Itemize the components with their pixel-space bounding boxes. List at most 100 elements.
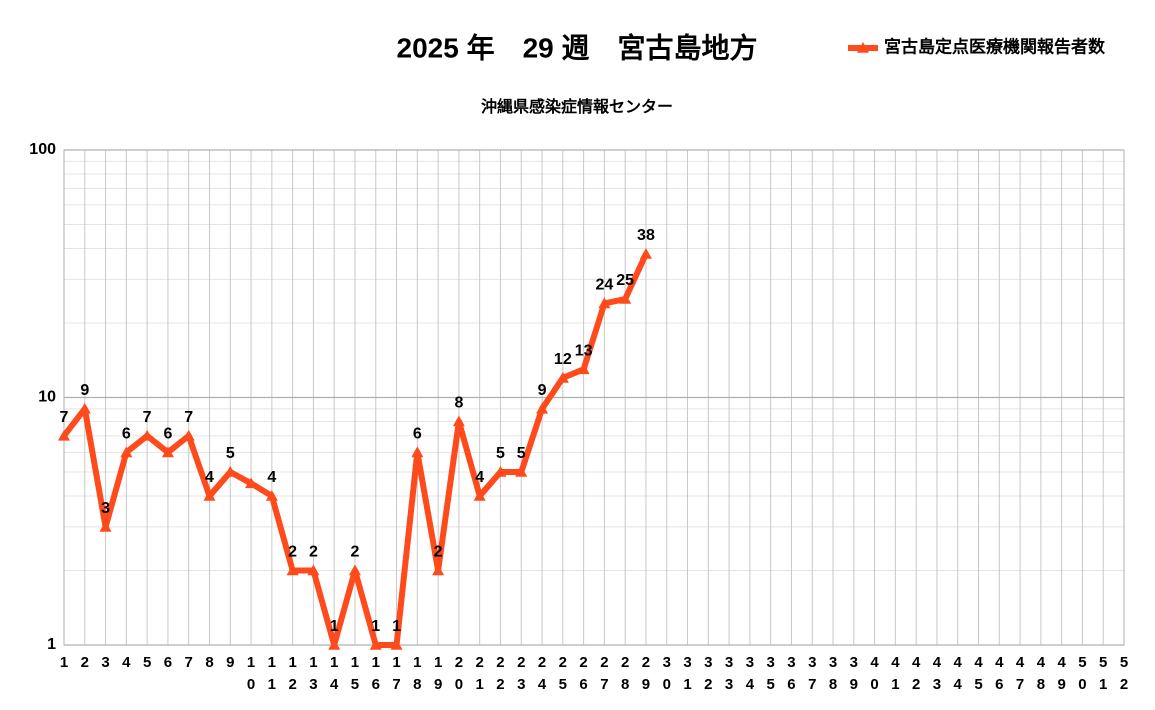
data-point xyxy=(536,402,549,414)
data-point xyxy=(286,564,299,576)
data-point xyxy=(328,639,341,650)
data-label: 2 xyxy=(288,544,297,561)
data-point xyxy=(598,297,611,309)
data-label: 1 xyxy=(330,618,339,635)
data-point xyxy=(58,429,70,441)
data-label: 13 xyxy=(575,343,593,360)
data-point xyxy=(120,446,133,458)
data-point xyxy=(390,639,403,650)
data-point xyxy=(577,363,590,375)
data-point xyxy=(182,429,195,441)
data-label: 12 xyxy=(554,351,572,368)
data-label: 9 xyxy=(538,382,547,399)
data-label: 4 xyxy=(205,469,214,486)
x-tick-label: 4 xyxy=(122,654,131,671)
data-label: 2 xyxy=(309,544,318,561)
data-label: 3 xyxy=(101,500,110,517)
data-point xyxy=(556,371,569,383)
data-label: 25 xyxy=(616,272,634,289)
data-label: 6 xyxy=(413,426,422,443)
data-point xyxy=(161,446,174,458)
data-label: 4 xyxy=(475,469,484,486)
data-point xyxy=(494,466,507,477)
data-point xyxy=(432,564,445,576)
legend-label: 宮古島定点医療機関報告者数 xyxy=(884,36,1106,56)
x-tick-label: 5 xyxy=(143,654,151,671)
data-point xyxy=(245,477,258,489)
data-point xyxy=(452,415,465,427)
data-label: 7 xyxy=(143,409,152,426)
data-label: 24 xyxy=(595,277,613,294)
plot-frame xyxy=(63,149,1125,646)
data-label: 5 xyxy=(226,445,235,462)
data-point xyxy=(515,466,528,477)
y-tick-label: 10 xyxy=(38,389,56,406)
x-tick-label: 2 xyxy=(81,654,89,671)
data-label: 1 xyxy=(371,618,380,635)
data-point xyxy=(265,489,278,501)
data-point xyxy=(348,564,361,576)
x-tick-label: 3 xyxy=(101,654,109,671)
data-point xyxy=(99,520,112,532)
data-point xyxy=(224,466,237,477)
x-tick-label: 9 xyxy=(226,654,234,671)
data-label: 6 xyxy=(122,426,131,443)
data-label: 2 xyxy=(351,544,360,561)
x-tick-label: 8 xyxy=(205,654,213,671)
data-point xyxy=(307,564,320,576)
data-label: 7 xyxy=(60,409,69,426)
data-label: 38 xyxy=(637,227,655,244)
x-tick-label: 1 xyxy=(60,654,68,671)
data-label: 1 xyxy=(392,618,401,635)
data-label: 6 xyxy=(163,426,172,443)
data-label: 5 xyxy=(517,445,526,462)
data-label: 9 xyxy=(80,382,89,399)
x-tick-label: 7 xyxy=(185,654,193,671)
data-label: 4 xyxy=(267,469,276,486)
y-tick-label: 1 xyxy=(47,636,56,653)
data-label: 5 xyxy=(496,445,505,462)
data-label: 2 xyxy=(434,544,443,561)
x-tick-label: 6 xyxy=(164,654,172,671)
data-point xyxy=(411,446,424,458)
y-tick-label: 100 xyxy=(29,141,56,158)
data-point xyxy=(639,248,652,259)
